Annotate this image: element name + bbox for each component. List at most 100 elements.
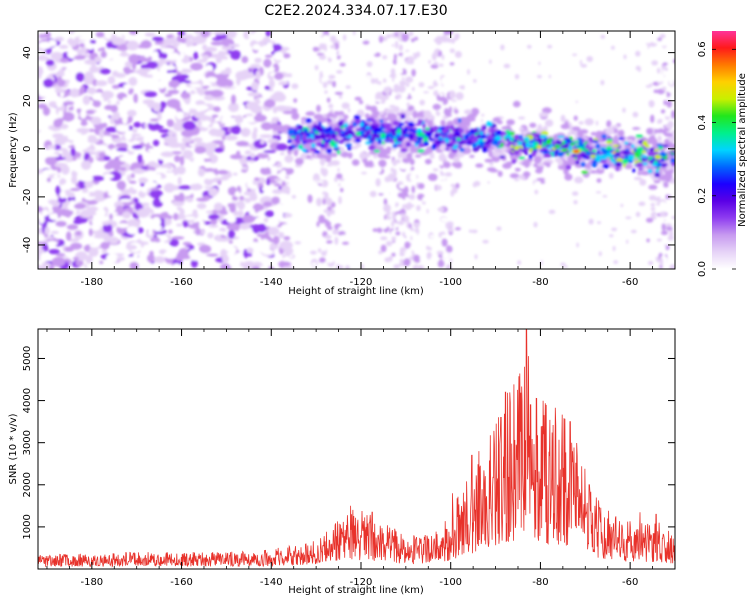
spectrogram-cell <box>208 154 218 164</box>
spectrogram-y-axis-label: Frequency (Hz) <box>8 112 19 188</box>
spectrogram-cell <box>299 101 306 106</box>
spectrogram-cell <box>489 59 492 64</box>
spectrogram-cell <box>150 237 162 243</box>
spectrogram-cell <box>448 141 457 145</box>
spectrogram-cell <box>480 224 484 230</box>
spectrogram-cell <box>534 189 539 195</box>
spectrogram-cell <box>538 37 542 41</box>
spectrogram-cell <box>210 89 224 98</box>
spectrogram-cell <box>331 132 337 139</box>
spectrogram-cell <box>444 147 450 151</box>
spectrogram-cell <box>336 150 341 155</box>
spectrogram-cell <box>351 159 360 166</box>
spectrogram-panel: -180 -160 -140 -120 -100 -80 -60 -40 -20 0 20 40 H… <box>8 30 676 297</box>
spectrogram-cell <box>167 89 180 95</box>
spectrogram-cell <box>581 170 589 175</box>
spectrogram-cell <box>250 184 258 190</box>
spectrogram-cell <box>54 138 65 146</box>
spectrogram-cell <box>42 66 48 72</box>
spectrogram-cell <box>467 69 470 75</box>
spectrogram-cell <box>397 169 402 176</box>
spectrogram-cell <box>282 110 294 115</box>
spectrogram-cell <box>438 153 446 162</box>
spectrogram-cell <box>181 129 195 138</box>
spectrogram-cell <box>44 153 58 157</box>
spectrogram-cell <box>266 178 271 186</box>
spectrogram-cell <box>400 152 409 159</box>
spectrogram-cell <box>450 221 454 226</box>
spectrogram-cell <box>38 173 50 182</box>
spectrogram-cell <box>390 31 393 34</box>
spectrogram-cell <box>358 86 364 91</box>
spectrogram-cell <box>435 185 442 191</box>
spectrogram-cell <box>261 249 274 255</box>
spectrogram-cell <box>55 185 61 195</box>
spectrogram-cell <box>248 159 255 163</box>
spectrogram-cell <box>324 90 328 94</box>
spectrogram-cell <box>274 211 281 218</box>
spectrogram-cell <box>413 39 418 48</box>
spectrogram-cell <box>234 103 239 112</box>
spectrogram-cell <box>541 246 545 253</box>
spectrogram-cell <box>426 251 432 260</box>
spectrogram-cell <box>158 129 171 133</box>
spectrogram-cell <box>236 64 245 69</box>
spectrogram-cell <box>392 158 398 167</box>
spectrogram-cell <box>647 227 651 233</box>
spectrogram-cell <box>42 169 54 176</box>
spectrogram-cell <box>321 191 328 200</box>
spectrogram-cell <box>557 193 561 196</box>
spectrogram-cell <box>182 114 190 118</box>
spectrogram-cell <box>144 170 157 179</box>
spectrogram-cell <box>190 46 199 50</box>
spectrogram-cell <box>363 240 369 247</box>
spectrogram-cell <box>68 192 75 198</box>
spectrogram-cell <box>345 143 352 147</box>
spectrogram-cell <box>210 218 218 225</box>
spectrogram-cell <box>340 130 345 134</box>
spectrogram-cell <box>52 205 61 214</box>
spectrogram-cell <box>547 44 553 49</box>
spectrogram-cell <box>636 146 644 152</box>
spectrogram-cell <box>272 106 278 114</box>
spectrogram-cell <box>105 192 118 197</box>
spectrogram-cell <box>160 101 167 109</box>
spectrogram-cell <box>605 127 615 135</box>
spectrogram-cell <box>397 199 404 205</box>
spectrogram-cell <box>627 233 631 237</box>
spectrogram-cell <box>291 195 296 199</box>
spectrogram-cell <box>408 45 415 51</box>
spectrogram-cell <box>117 223 129 229</box>
spectrogram-cell <box>51 256 66 267</box>
spectrogram-cell <box>320 143 325 148</box>
spectrogram-cell <box>227 230 236 239</box>
spectrogram-cell <box>618 151 624 154</box>
spectrogram-cell <box>105 148 111 156</box>
spectrogram-cell <box>644 144 650 148</box>
spectrogram-cell <box>533 155 542 164</box>
spectrogram-cell <box>256 223 267 233</box>
snr-x-axis-label: Height of straight line (km) <box>288 585 424 596</box>
spectrogram-cell <box>405 164 412 171</box>
spectrogram-cell <box>453 155 460 163</box>
spectrogram-cell <box>143 135 149 145</box>
spectrogram-cell <box>566 152 570 156</box>
spectrogram-cell <box>98 152 106 158</box>
spectrogram-cell <box>168 129 174 138</box>
spectrogram-cell <box>316 31 323 37</box>
spectrogram-cell <box>310 188 316 195</box>
spectrogram-cell <box>38 55 50 61</box>
spectrogram-cell <box>606 209 612 213</box>
spectrogram-cell <box>308 137 313 140</box>
spectrogram-cell <box>262 90 267 100</box>
spectrogram-cell <box>85 109 95 115</box>
spectrogram-cell <box>254 57 262 64</box>
spectrogram-cell <box>276 143 288 151</box>
spectrogram-cell <box>320 194 325 198</box>
spectrogram-cell <box>59 58 70 63</box>
spectrogram-cell <box>538 61 541 65</box>
spectrogram-cell <box>116 180 127 191</box>
spectrogram-cell <box>333 218 340 222</box>
spectrogram-cell <box>425 127 430 131</box>
spectrogram-cell <box>196 251 210 260</box>
